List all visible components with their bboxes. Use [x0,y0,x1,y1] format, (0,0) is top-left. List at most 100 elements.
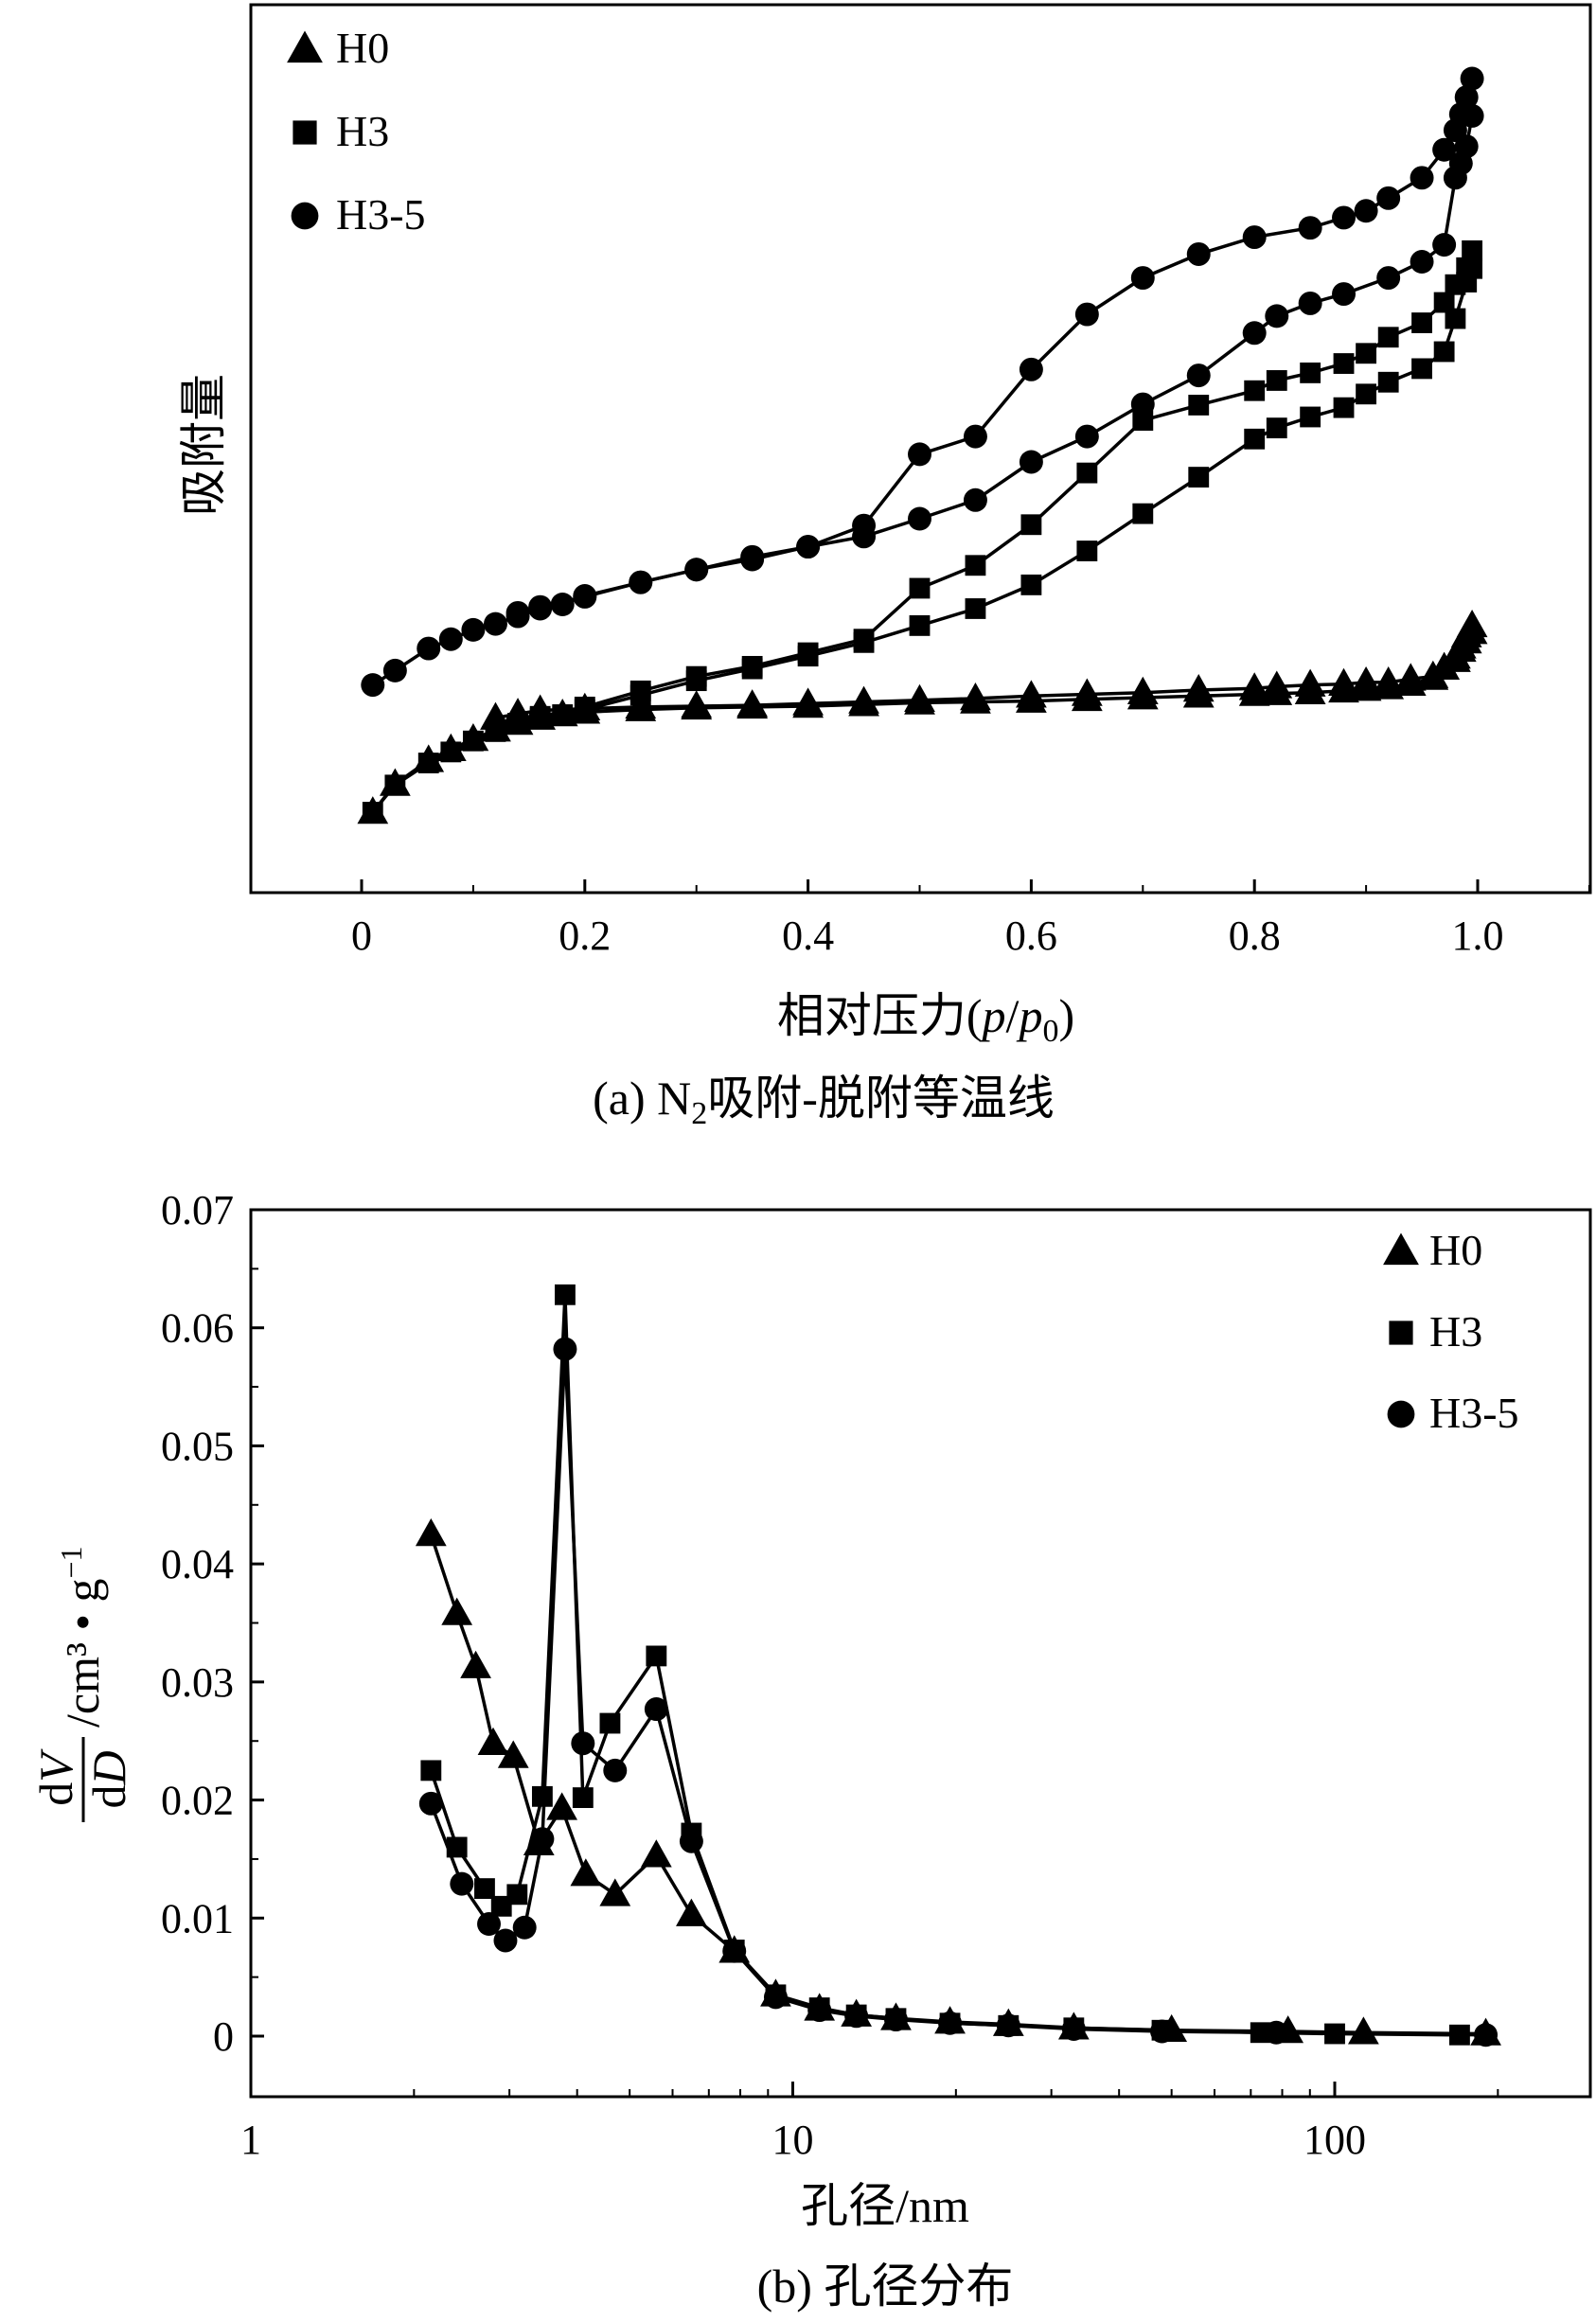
data-point [644,1697,668,1722]
y-title-numerator: dV [29,1748,82,1806]
x-tick-label: 0.8 [1229,913,1281,959]
data-point [883,2008,908,2032]
data-point [1019,357,1043,381]
data-point [555,1284,576,1305]
data-point [530,1827,555,1852]
data-point [640,1839,672,1868]
data-point [571,1731,595,1756]
data-point [485,720,506,742]
data-point [1377,371,1399,393]
data-point [848,685,879,714]
data-point [1394,663,1427,691]
data-point [684,558,709,582]
series-h0 [415,1518,1501,2046]
data-point [1410,166,1434,190]
y-title-d-denominator: d [82,1785,135,1809]
data-point [996,2013,1020,2038]
data-point [1020,574,1042,595]
data-point [796,535,821,559]
y-title-unit: /cm³ • g−1 [54,1546,109,1728]
y-tick-label: 0.03 [161,1659,234,1706]
data-point [417,753,439,773]
data-point [908,442,931,467]
data-point [574,696,595,718]
data-point [506,1884,528,1905]
legend-label: H0 [336,24,389,72]
data-point [938,2011,963,2035]
x-tick-label: 10 [772,2117,814,2163]
data-point [1182,674,1215,702]
data-point [493,1928,518,1953]
data-point [1130,266,1155,291]
panel-b: 00.010.020.030.040.050.060.07 1 10 100 H0H… [29,1187,1592,2313]
legend-marker [1387,1400,1415,1428]
data-point [477,1727,509,1755]
data-point [603,1758,628,1782]
data-point [531,1785,553,1807]
series-line [429,1347,1486,2037]
data-point [1300,362,1321,383]
data-point [1474,2023,1498,2047]
y-title-v: V [29,1748,82,1782]
data-point [852,513,877,538]
series-line [517,78,1474,615]
legend-marker [293,120,317,145]
data-point [1020,514,1042,536]
data-point [415,1518,447,1547]
panel-b-frame [249,1208,1592,2099]
series-h3-5-desorption [505,66,1484,625]
panel-b-caption: (b) 孔径分布 [757,2260,1014,2313]
data-point [965,555,986,576]
legend-item-h0: H0 [1383,1226,1482,1274]
data-point [1348,2016,1379,2045]
data-point [497,1740,529,1768]
data-point [1350,665,1382,695]
series-line [371,268,1474,814]
panel-a-x-ticks: 0 0.2 0.4 0.6 0.8 1.0 [351,879,1590,959]
data-point [740,544,765,569]
legend-label: H3-5 [336,190,426,239]
panel-b-y-axis-title: dV dD /cm³ • g−1 [29,1546,135,1822]
data-point [418,1791,443,1816]
legend-item-h3-5: H3-5 [1387,1389,1519,1437]
x-tick-label: 0.2 [559,913,611,959]
data-point [1332,205,1356,230]
series-line [540,250,1474,718]
data-point [384,774,406,796]
data-point [1186,363,1211,388]
panel-b-x-axis-title: 孔径/nm [801,2179,969,2232]
data-point [1328,667,1359,696]
legend-label: H3 [1429,1307,1482,1356]
y-tick-label: 0.04 [161,1541,234,1587]
series-line [429,1293,1460,2037]
data-point [1376,266,1401,291]
data-point [679,1829,703,1853]
data-point [1432,137,1457,162]
data-point [722,1939,747,1963]
x-tick-label: 0 [351,913,372,959]
data-point [1266,417,1287,439]
data-point [1294,668,1326,697]
data-point [1433,341,1455,363]
data-point [807,1998,832,2023]
data-point [1298,216,1322,240]
y-title-denominator: dD [82,1750,135,1808]
x-tick-label: 0.4 [782,913,834,959]
data-point [1244,428,1266,450]
panel-b-x-ticks: 1 10 100 [240,2082,1499,2163]
legend-marker [287,30,323,63]
series-h3-5 [418,1337,1498,2047]
data-point [546,1792,578,1820]
y-tick-label: 0.06 [161,1305,234,1352]
legend-item-h3: H3 [293,107,389,155]
data-point [1377,327,1399,348]
legend-item-h3: H3 [1389,1307,1482,1356]
data-point [462,730,484,752]
data-point [908,506,931,531]
data-point [797,642,819,664]
data-point [483,612,507,636]
x-tick-label: 100 [1303,2117,1366,2163]
data-point [1076,462,1098,484]
data-point [446,1836,468,1858]
